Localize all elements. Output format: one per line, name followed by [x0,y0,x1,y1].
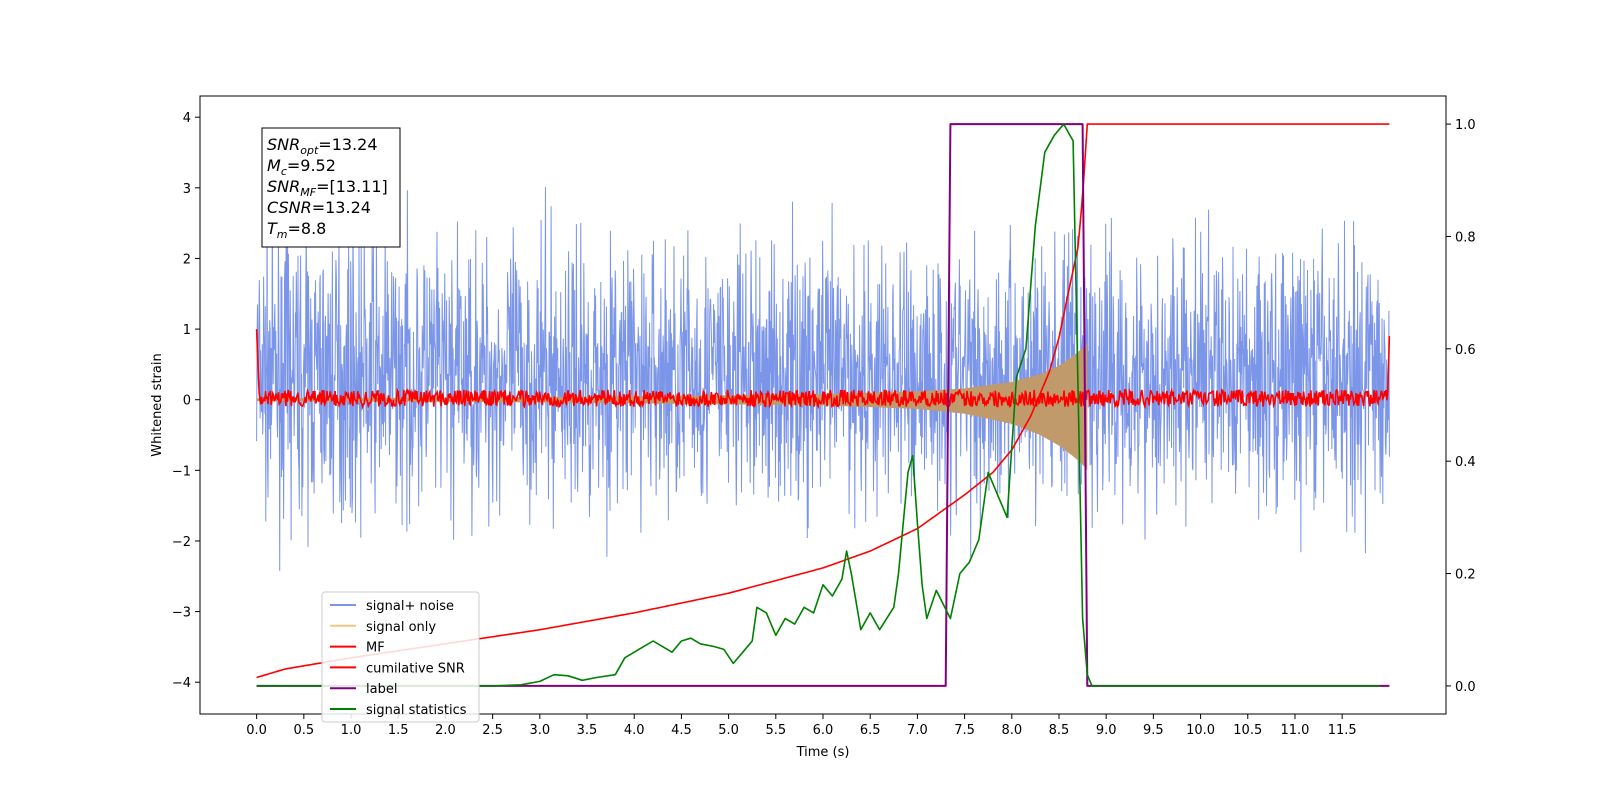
legend-label: signal statistics [366,703,467,718]
x-tick-label: 5.5 [765,723,786,738]
x-tick-label: 6.5 [860,723,881,738]
annotation-subscript: m [277,228,288,241]
y2-tick-label: 0.4 [1455,455,1476,470]
y-tick-label: −3 [172,606,191,621]
annotation-symbol: T [267,219,278,238]
x-tick-label: 4.5 [671,723,692,738]
x-tick-label: 1.5 [388,723,409,738]
x-tick-label: 4.0 [624,723,645,738]
series-signal-statistics [256,123,1380,687]
series-signal-noise [256,181,1390,571]
annotation-subscript: MF [300,186,316,199]
series-mf [255,329,1391,410]
annotation-symbol: SNR [267,135,300,154]
y-tick-label: 1 [183,323,191,338]
y-tick-label: 3 [183,182,191,197]
x-tick-label: 9.5 [1143,723,1164,738]
y2-tick-label: 0.8 [1455,230,1476,245]
legend-label: cumilative SNR [366,661,465,676]
legend-label: MF [366,641,385,656]
y-tick-label: −1 [172,464,191,479]
legend-label: signal+ noise [366,599,454,614]
annotation-subscript: opt [300,144,319,157]
x-tick-label: 0.0 [246,723,267,738]
y-tick-label: −4 [172,676,191,691]
y2-tick-label: 0.2 [1455,568,1476,583]
y2-tick-label: 1.0 [1455,118,1476,133]
annotation-value: =13.24 [318,135,377,154]
legend-label: label [366,682,397,697]
x-tick-label: 5.0 [718,723,739,738]
x-tick-label: 10.0 [1186,723,1215,738]
annotation-symbol: CSNR [267,198,312,217]
y-tick-label: −2 [172,535,191,550]
y2-tick-label: 0.6 [1455,343,1476,358]
x-tick-label: 8.5 [1049,723,1070,738]
legend: signal+ noise signal only MF cumilative SNR… [321,591,480,723]
x-tick-label: 10.5 [1233,723,1262,738]
y2-tick-label: 0.0 [1455,680,1476,695]
series-signal-only [256,343,1088,471]
y-tick-label: 0 [183,394,191,409]
x-tick-label: 2.0 [435,723,456,738]
annotation-value: =13.24 [312,198,371,217]
annotation-symbol: M [267,156,281,175]
y-tick-label: 2 [183,252,191,267]
x-tick-label: 7.5 [954,723,975,738]
x-axis-label: Time (s) [796,745,850,760]
annotation-box: SNRopt=13.24 Mc=9.52 SNRMF=[13.11] CSNR=13.… [261,127,401,248]
annotation-value: =[13.11] [316,177,388,196]
y-axis-label: Whitened strain [150,353,165,456]
x-tick-label: 1.0 [341,723,362,738]
x-tick-label: 3.0 [529,723,550,738]
legend-frame [321,591,480,723]
x-tick-label: 9.0 [1096,723,1117,738]
legend-label: signal only [366,620,436,635]
x-tick-label: 8.0 [1001,723,1022,738]
x-tick-label: 11.0 [1280,723,1309,738]
x-tick-label: 7.0 [907,723,928,738]
annotation-value: =8.8 [288,219,327,238]
x-tick-label: 2.5 [482,723,503,738]
annotation-subscript: c [281,165,287,178]
x-tick-label: 6.0 [813,723,834,738]
y-tick-label: 4 [183,111,191,126]
annotation-symbol: SNR [267,177,300,196]
annotation-value: =9.52 [287,156,336,175]
x-tick-label: 0.5 [293,723,314,738]
x-tick-label: 3.5 [577,723,598,738]
x-tick-label: 11.5 [1328,723,1357,738]
